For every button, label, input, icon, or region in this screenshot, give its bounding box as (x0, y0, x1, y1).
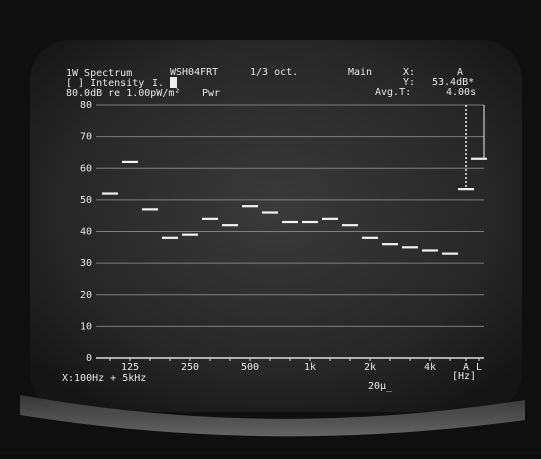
x-tick-label: 4k (424, 362, 436, 373)
band-mode: 1/3 oct. (250, 67, 298, 78)
page: {"chart_data": { "type": "bar", "title":… (0, 0, 541, 455)
y-tick-label: 20 (80, 290, 92, 301)
unit: Pwr (202, 88, 220, 99)
x-tick-label: L (476, 362, 482, 373)
x-tick-label: A (463, 362, 469, 373)
y-tick-label: 80 (80, 100, 92, 111)
x-tick-label: 500 (241, 362, 259, 373)
cursor-block (170, 77, 177, 88)
screenshot: 1W Spectrum WSH04FRT 1/3 oct. Main X: A … (0, 0, 541, 455)
x-range: X:100Hz + 5kHz (62, 373, 146, 384)
reference: 80.0dB re 1.00pW/m² (66, 88, 180, 99)
avg-time: 4.00s (446, 87, 476, 98)
file-name: WSH04FRT (170, 67, 218, 78)
y-tick-label: 0 (86, 353, 92, 364)
y-tick-label: 60 (80, 163, 92, 174)
channel: Main (348, 67, 372, 78)
y-tick-label: 50 (80, 195, 92, 206)
x-tick-label: 125 (121, 362, 139, 373)
y-tick-label: 70 (80, 132, 92, 143)
x-tick-label: 1k (304, 362, 316, 373)
y-tick-label: 30 (80, 258, 92, 269)
y-tick-label: 40 (80, 227, 92, 238)
avg-label: Avg.T: (375, 87, 411, 98)
footer: 20µ_ (368, 381, 393, 392)
x-tick-label: 250 (181, 362, 199, 373)
y-tick-label: 10 (80, 321, 92, 332)
x-tick-label: 2k (364, 362, 376, 373)
